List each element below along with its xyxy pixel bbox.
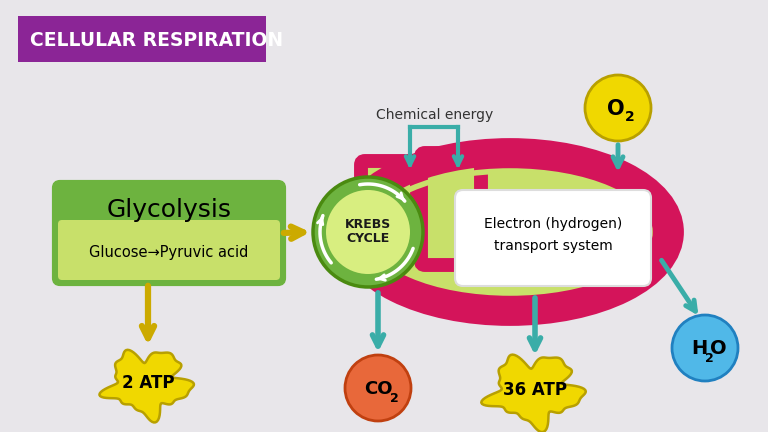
Text: 2 ATP: 2 ATP	[122, 374, 174, 392]
Text: H: H	[691, 340, 707, 359]
Text: Glucose→Pyruvic acid: Glucose→Pyruvic acid	[89, 245, 249, 260]
Ellipse shape	[498, 178, 633, 286]
Text: 2: 2	[704, 352, 713, 365]
Ellipse shape	[370, 171, 650, 293]
Text: O: O	[607, 99, 625, 119]
Text: 36 ATP: 36 ATP	[503, 381, 567, 399]
Text: KREBS: KREBS	[345, 219, 391, 232]
Text: O: O	[710, 340, 727, 359]
Text: transport system: transport system	[494, 239, 612, 253]
Circle shape	[345, 355, 411, 421]
FancyBboxPatch shape	[54, 182, 284, 284]
Circle shape	[672, 315, 738, 381]
Text: Electron (hydrogen): Electron (hydrogen)	[484, 217, 622, 231]
Polygon shape	[99, 350, 194, 422]
FancyBboxPatch shape	[368, 168, 410, 250]
FancyBboxPatch shape	[58, 220, 280, 280]
FancyBboxPatch shape	[361, 161, 417, 257]
Text: Glycolysis: Glycolysis	[107, 198, 231, 222]
FancyBboxPatch shape	[18, 16, 266, 62]
Text: CYCLE: CYCLE	[346, 232, 389, 245]
Text: 2: 2	[389, 391, 399, 404]
FancyBboxPatch shape	[455, 190, 651, 286]
Polygon shape	[482, 355, 586, 432]
Circle shape	[313, 177, 423, 287]
Text: CO: CO	[364, 380, 392, 398]
Circle shape	[585, 75, 651, 141]
Text: CELLULAR RESPIRATION: CELLULAR RESPIRATION	[30, 32, 283, 51]
Text: 2: 2	[625, 110, 635, 124]
Circle shape	[326, 190, 410, 274]
FancyBboxPatch shape	[421, 153, 481, 265]
Text: Chemical energy: Chemical energy	[376, 108, 494, 122]
FancyBboxPatch shape	[428, 160, 474, 258]
Ellipse shape	[350, 152, 670, 312]
